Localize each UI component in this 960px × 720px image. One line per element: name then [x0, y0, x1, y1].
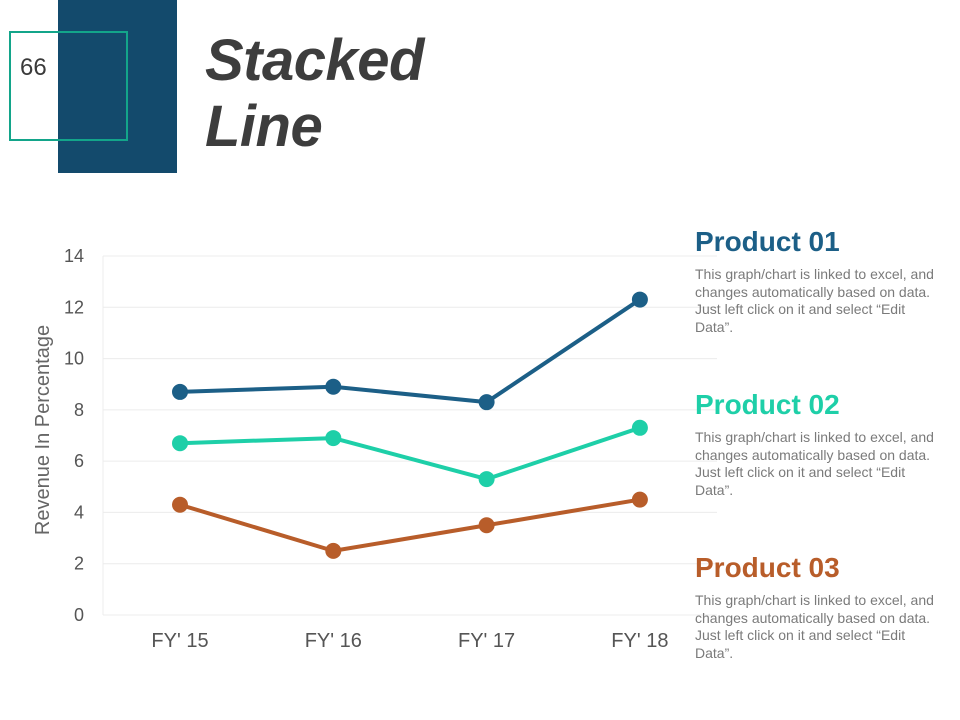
legend-product-01: Product 01 This graph/chart is linked to… — [695, 226, 935, 336]
series-line — [179, 425, 641, 482]
slide-number: 66 — [20, 54, 47, 81]
data-point — [478, 471, 495, 488]
legend-product-02: Product 02 This graph/chart is linked to… — [695, 389, 935, 499]
data-point — [478, 394, 495, 411]
y-tick-label: 6 — [74, 451, 84, 471]
y-tick-label: 4 — [74, 502, 84, 522]
legend-name: Product 03 — [695, 552, 840, 583]
series-1 — [172, 291, 648, 411]
legend-name: Product 01 — [695, 226, 840, 257]
data-point — [172, 496, 188, 513]
data-point — [631, 491, 648, 508]
x-tick-label: FY' 17 — [458, 630, 515, 652]
x-axis-ticks: FY' 15 FY' 16 FY' 17 FY' 18 — [151, 630, 668, 652]
data-point — [631, 291, 648, 308]
x-tick-label: FY' 15 — [151, 630, 208, 652]
header-teal-frame — [9, 31, 128, 141]
data-point — [325, 542, 342, 559]
header-navy-block — [58, 0, 177, 173]
legend-description: This graph/chart is linked to excel, and… — [695, 266, 934, 335]
y-tick-label: 10 — [64, 349, 84, 369]
data-point — [325, 430, 342, 447]
data-point — [172, 383, 188, 400]
legend-product-03: Product 03 This graph/chart is linked to… — [695, 552, 935, 662]
data-point — [631, 419, 648, 436]
y-tick-label: 0 — [74, 605, 84, 625]
legend-description: This graph/chart is linked to excel, and… — [695, 429, 934, 498]
y-tick-label: 12 — [64, 297, 84, 317]
chart-series — [172, 291, 648, 559]
y-axis-ticks: 0 2 4 6 8 10 12 14 — [64, 246, 84, 625]
slide-title: Stacked Line — [205, 28, 424, 159]
line-chart: 0 2 4 6 8 10 12 14 FY' 15 FY' 16 FY' 17 FY' 18 Rev… — [32, 246, 717, 652]
x-tick-label: FY' 18 — [611, 630, 668, 652]
legend-description: This graph/chart is linked to excel, and… — [695, 592, 934, 661]
series-2 — [172, 419, 648, 488]
y-tick-label: 14 — [64, 246, 84, 266]
y-tick-label: 8 — [74, 400, 84, 420]
legend-name: Product 02 — [695, 389, 840, 420]
series-3 — [172, 491, 648, 559]
y-axis-label: Revenue In Percentage — [32, 325, 54, 535]
y-tick-label: 2 — [74, 554, 84, 574]
series-line — [179, 297, 642, 405]
data-point — [325, 378, 342, 395]
x-tick-label: FY' 16 — [305, 630, 362, 652]
data-point — [478, 517, 495, 534]
data-point — [172, 435, 188, 452]
series-line — [179, 497, 641, 553]
